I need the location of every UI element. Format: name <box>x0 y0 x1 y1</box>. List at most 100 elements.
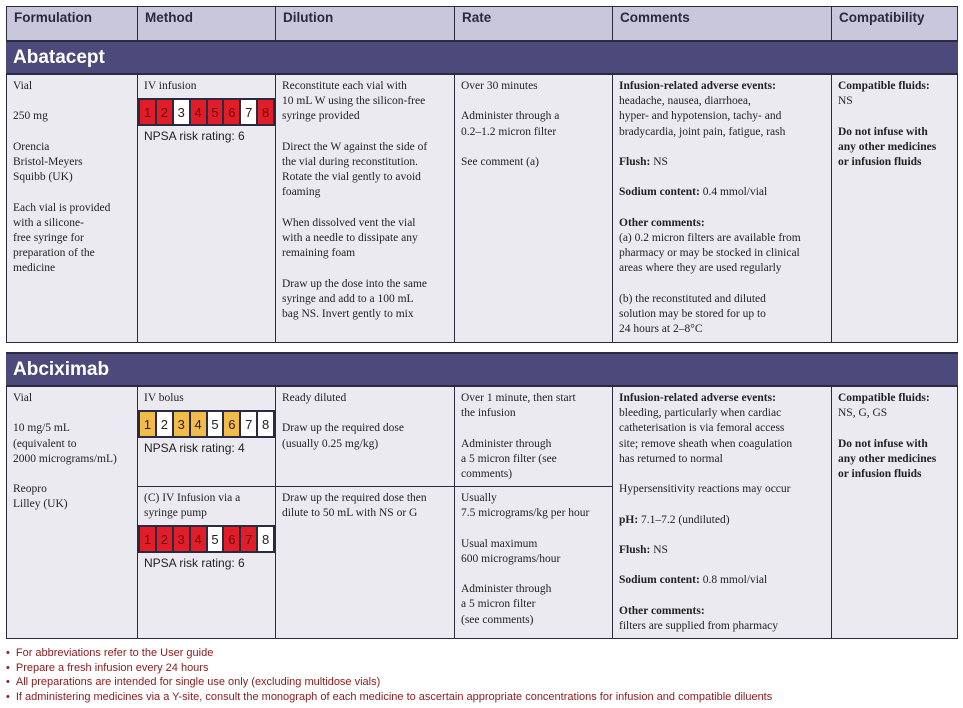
risk-box: 3 <box>173 100 191 125</box>
cell-text: Administer through a 0.2–1.2 micron filt… <box>461 110 560 138</box>
column-header: Method <box>137 6 276 41</box>
compat-title: Compatible fluids: <box>838 80 930 92</box>
comment-text: (a) 0.2 micron filters are available fro… <box>619 231 801 275</box>
comment-text: filters are supplied from pharmacy <box>619 619 779 632</box>
risk-box: 7 <box>241 100 259 125</box>
risk-box: 5 <box>207 100 225 125</box>
risk-box: 4 <box>190 412 208 437</box>
cell-text: Over 1 minute, then start the infusion <box>461 392 576 420</box>
compatible-fluids: Compatible fluids: NS <box>838 79 951 109</box>
column-header: Dilution <box>275 6 455 41</box>
cell-text: Draw up the required dose then dilute to… <box>282 492 427 520</box>
footnote: For abbreviations refer to the User guid… <box>6 646 956 661</box>
risk-box: 8 <box>258 100 273 125</box>
risk-box: 6 <box>224 100 242 125</box>
risk-box: 1 <box>140 527 157 552</box>
risk-box: 8 <box>258 527 273 552</box>
comment-title: Infusion-related adverse events: <box>619 392 776 404</box>
cell-text: Administer through a 5 micron filter (se… <box>461 437 557 480</box>
footnote: Prepare a fresh infusion every 24 hours <box>6 661 956 676</box>
risk-box: 3 <box>173 527 191 552</box>
comment-title: Flush: <box>619 156 651 168</box>
risk-box: 1 <box>140 412 157 437</box>
method-label: IV infusion <box>144 80 197 92</box>
comment-title: Other comments: <box>619 604 705 617</box>
risk-box: 1 <box>140 100 157 125</box>
cell-text: Reconstitute each vial with 10 mL W usin… <box>282 80 426 123</box>
risk-box: 5 <box>207 412 225 437</box>
comment-text: NS <box>650 543 668 556</box>
comment-title: Sodium content: <box>619 186 700 199</box>
risk-box: 7 <box>241 527 259 552</box>
cell-text: Draw up the dose into the same syringe a… <box>282 277 427 320</box>
comment-text: (b) the reconstituted and diluted soluti… <box>619 292 766 336</box>
cell-text: Ready diluted <box>282 392 347 404</box>
footnote: All preparations are intended for single… <box>6 675 956 690</box>
cell-text: Direct the W against the side of the via… <box>282 140 428 199</box>
risk-box: 6 <box>224 527 242 552</box>
cell-text: 250 mg <box>13 110 48 123</box>
risk-box: 2 <box>156 527 174 552</box>
drug-name-bar: Abciximab <box>6 352 958 387</box>
column-header: Formulation <box>6 6 138 41</box>
cell-text: When dissolved vent the vial with a need… <box>282 216 418 260</box>
formulation-cell: Vial 10 mg/5 mL (equivalent to 2000 micro… <box>6 386 138 639</box>
risk-box: 2 <box>156 100 174 125</box>
compat-fluids: NS <box>838 95 853 108</box>
risk-box: 6 <box>224 412 242 437</box>
compat-title: Compatible fluids: <box>838 392 930 404</box>
rate-cell: Over 30 minutes Administer through a 0.2–… <box>454 74 613 343</box>
dilution-cell: Reconstitute each vial with 10 mL W usin… <box>275 74 455 343</box>
rate-cell: Usually 7.5 micrograms/kg per hour Usual … <box>454 486 613 639</box>
method-label: (C) IV Infusion via a syringe pump <box>144 492 241 520</box>
cell-text: 10 mg/5 mL (equivalent to 2000 microgram… <box>13 422 117 465</box>
comment-title: Infusion-related adverse events: <box>619 80 776 92</box>
compatible-fluids: Compatible fluids: NS, G, GS <box>838 391 951 421</box>
compat-fluids: NS, G, GS <box>838 407 888 420</box>
cell-text: Usual maximum 600 micrograms/hour <box>461 537 561 565</box>
dilution-cell: Draw up the required dose then dilute to… <box>275 486 455 639</box>
comment-text: bleeding, particularly when cardiac cath… <box>619 407 793 465</box>
method-label: IV bolus <box>144 392 184 404</box>
comment: Sodium content: 0.8 mmol/vial <box>619 573 825 588</box>
cell-text: Vial <box>13 80 33 92</box>
cell-text: Reopro Lilley (UK) <box>13 483 68 511</box>
comment: pH: 7.1–7.2 (undiluted) <box>619 513 825 528</box>
column-header: Compatibility <box>831 6 958 41</box>
npsa-risk-rating: NPSA risk rating: 6 <box>144 129 245 144</box>
comment: Flush: NS <box>619 543 825 558</box>
column-header: Comments <box>612 6 832 41</box>
comment: Infusion-related adverse events: headache… <box>619 79 825 140</box>
comments-cell: Infusion-related adverse events: headache… <box>612 74 832 343</box>
comment-text: 7.1–7.2 (undiluted) <box>638 513 730 526</box>
compatibility-cell: Compatible fluids: NS Do not infuse with a… <box>831 74 958 343</box>
comment: (b) the reconstituted and diluted soluti… <box>619 292 825 338</box>
risk-box: 5 <box>207 527 225 552</box>
formulation-cell: Vial 250 mg Orencia Bristol-Meyers Squibb … <box>6 74 138 343</box>
cell-text: Draw up the required dose (usually 0.25 … <box>282 422 404 450</box>
comment-title: pH: <box>619 513 639 526</box>
comment-text: Hypersensitivity reactions may occur <box>619 483 791 496</box>
cell-text: Each vial is provided with a silicone- f… <box>13 201 111 275</box>
compatibility-cell: Compatible fluids: NS, G, GS Do not infuse… <box>831 386 958 639</box>
comment-title: Flush: <box>619 543 651 556</box>
compat-note: Do not infuse with any other medicines o… <box>838 125 937 168</box>
footnote: If administering medicines via a Y-site,… <box>6 690 956 705</box>
comment: Hypersensitivity reactions may occur <box>619 482 825 497</box>
footnotes: For abbreviations refer to the User guid… <box>6 646 956 704</box>
risk-box: 8 <box>258 412 273 437</box>
comment: Sodium content: 0.4 mmol/vial <box>619 185 825 200</box>
npsa-risk-rating: NPSA risk rating: 6 <box>144 556 245 571</box>
comment: Other comments: filters are supplied from… <box>619 604 825 634</box>
drug-name-bar: Abatacept <box>6 40 958 75</box>
comment-text: 0.8 mmol/vial <box>699 574 768 587</box>
risk-box: 3 <box>173 412 191 437</box>
comment-title: Sodium content: <box>619 574 700 587</box>
risk-box: 7 <box>241 412 259 437</box>
comments-cell: Infusion-related adverse events: bleeding… <box>612 386 832 639</box>
method-cell: (C) IV Infusion via a syringe pump 1 2 3 4 5 6… <box>137 486 276 639</box>
rate-cell: Over 1 minute, then start the infusion Ad… <box>454 386 613 487</box>
